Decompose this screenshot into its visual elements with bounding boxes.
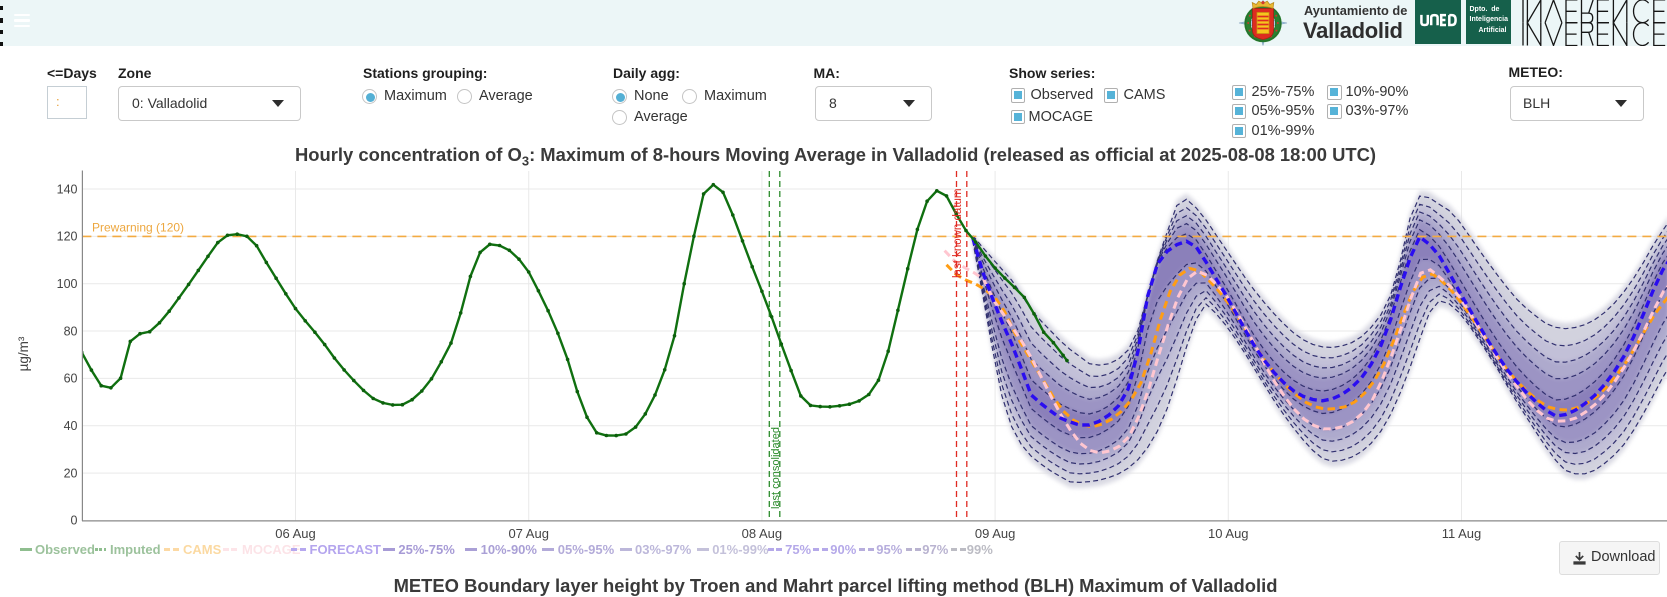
svg-text:100: 100: [57, 277, 78, 291]
svg-text:last consolidated: last consolidated: [770, 427, 782, 509]
svg-text:20: 20: [64, 466, 78, 480]
svg-text:08 Aug: 08 Aug: [742, 526, 783, 541]
svg-text:07 Aug: 07 Aug: [508, 526, 549, 541]
svg-text:120: 120: [57, 230, 78, 244]
svg-text:µg/m³: µg/m³: [16, 336, 31, 371]
svg-text:40: 40: [64, 419, 78, 433]
svg-text:09 Aug: 09 Aug: [975, 526, 1016, 541]
svg-text:60: 60: [64, 372, 78, 386]
svg-text:80: 80: [64, 324, 78, 338]
svg-text:last known datum: last known datum: [952, 189, 964, 279]
svg-text:11 Aug: 11 Aug: [1442, 526, 1482, 541]
svg-text:140: 140: [57, 182, 78, 196]
svg-text:0: 0: [71, 514, 78, 528]
svg-text:06 Aug: 06 Aug: [275, 526, 316, 541]
svg-text:10 Aug: 10 Aug: [1208, 526, 1249, 541]
svg-text:Prewarning (120): Prewarning (120): [92, 221, 184, 235]
